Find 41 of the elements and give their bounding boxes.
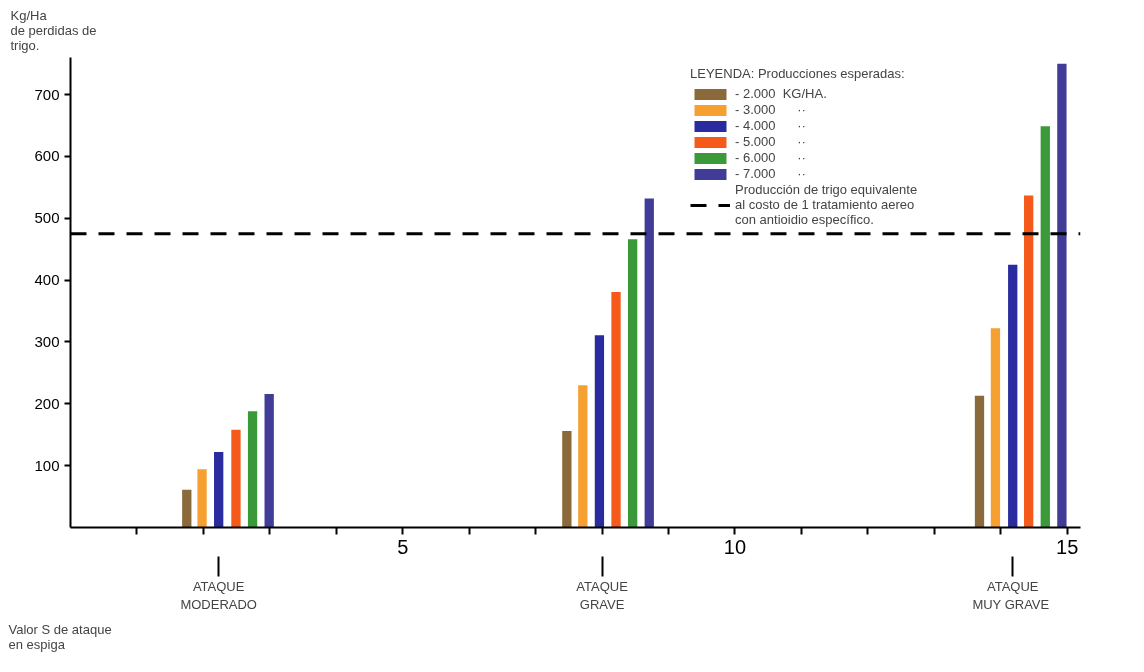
bar bbox=[644, 198, 654, 528]
bar bbox=[990, 328, 1001, 528]
y-tick-label: 700 bbox=[34, 85, 60, 103]
bar bbox=[611, 291, 621, 528]
legend-label: Producción de trigo equivalente al costo de 1 tratamiento aereo con antioidio específico. bbox=[735, 182, 918, 227]
y-axis-title: Kg/Ha de perdidas de trigo. bbox=[10, 7, 97, 53]
annotation: ATAQUE GRAVE bbox=[576, 578, 629, 612]
x-axis-title: Valor S de ataque en espiga bbox=[8, 621, 112, 652]
bar bbox=[197, 469, 207, 528]
x-tick-label: 5 bbox=[397, 535, 409, 558]
legend-label: - 6.000 ·· bbox=[735, 150, 806, 165]
bar bbox=[562, 431, 572, 528]
bar bbox=[578, 385, 588, 528]
legend-label: - 3.000 ·· bbox=[735, 102, 806, 117]
y-tick-label: 300 bbox=[34, 332, 60, 350]
bar bbox=[1057, 63, 1067, 528]
bar bbox=[214, 452, 224, 528]
bar bbox=[1024, 195, 1034, 528]
bar bbox=[247, 411, 258, 528]
y-tick-label: 400 bbox=[34, 271, 60, 289]
legend-label: - 2.000 KG/HA. bbox=[735, 86, 827, 101]
legend-label: - 5.000 ·· bbox=[735, 134, 806, 149]
y-tick-label: 500 bbox=[34, 209, 60, 227]
bar bbox=[182, 489, 192, 528]
bar bbox=[264, 393, 274, 528]
y-tick-label: 600 bbox=[34, 147, 60, 165]
legend-label: - 4.000 ·· bbox=[735, 118, 806, 133]
annotation: ATAQUE MODERADO bbox=[180, 578, 257, 612]
bar bbox=[1008, 264, 1018, 528]
bar bbox=[974, 395, 985, 528]
bar bbox=[594, 335, 605, 528]
y-tick-label: 100 bbox=[34, 456, 60, 474]
annotation: ATAQUE MUY GRAVE bbox=[972, 578, 1050, 612]
bar bbox=[1040, 126, 1050, 528]
y-tick-label: 200 bbox=[34, 394, 60, 412]
bar bbox=[627, 239, 638, 528]
x-tick-label: 15 bbox=[1056, 535, 1079, 558]
legend-title: LEYENDA: Producciones esperadas: bbox=[690, 66, 906, 81]
legend-label: - 7.000 ·· bbox=[735, 166, 806, 181]
bar bbox=[231, 429, 241, 528]
x-tick-label: 10 bbox=[723, 535, 747, 558]
